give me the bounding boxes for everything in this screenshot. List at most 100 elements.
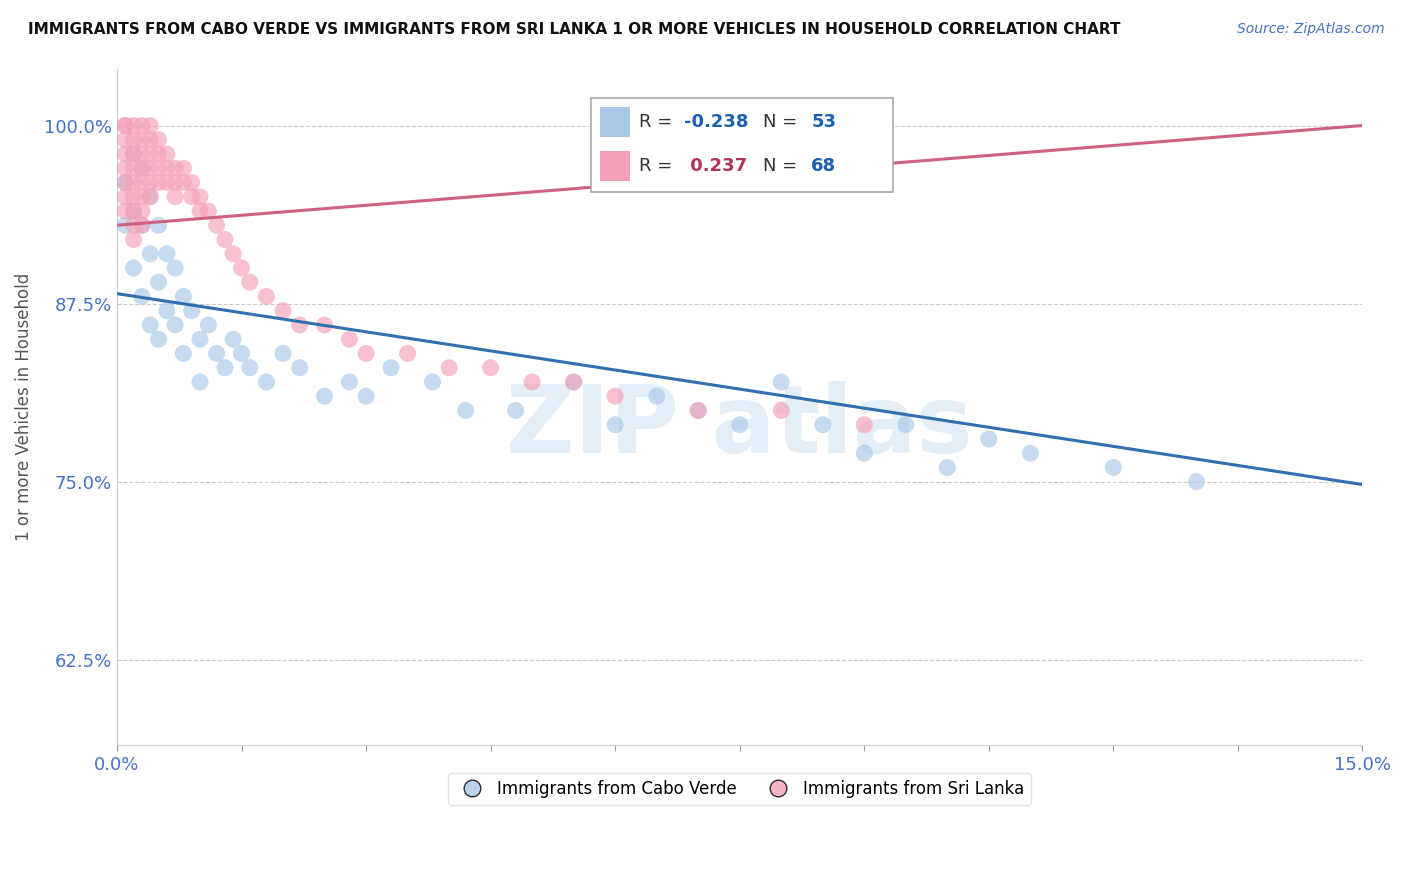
- Point: [239, 360, 262, 375]
- Point: [148, 275, 170, 289]
- Point: [288, 360, 311, 375]
- Point: [354, 389, 377, 403]
- Point: [131, 161, 153, 176]
- Text: 53: 53: [811, 113, 837, 131]
- Point: [437, 360, 460, 375]
- Text: N =: N =: [763, 157, 803, 175]
- Point: [165, 190, 187, 204]
- Point: [239, 275, 262, 289]
- Point: [122, 133, 145, 147]
- Point: [339, 375, 361, 389]
- Point: [894, 417, 917, 432]
- Point: [122, 176, 145, 190]
- Point: [214, 360, 236, 375]
- Point: [139, 176, 162, 190]
- Point: [114, 147, 136, 161]
- Point: [231, 260, 253, 275]
- Point: [422, 375, 444, 389]
- Point: [114, 219, 136, 233]
- Point: [562, 375, 585, 389]
- Point: [222, 332, 245, 346]
- Point: [122, 147, 145, 161]
- Point: [165, 260, 187, 275]
- Point: [770, 403, 793, 417]
- Point: [114, 161, 136, 176]
- Point: [1185, 475, 1208, 489]
- Point: [205, 346, 228, 360]
- Point: [254, 375, 277, 389]
- Point: [271, 303, 294, 318]
- Point: [122, 204, 145, 219]
- Point: [479, 360, 502, 375]
- Point: [156, 303, 179, 318]
- Point: [156, 246, 179, 260]
- Point: [122, 204, 145, 219]
- Point: [188, 204, 211, 219]
- Point: [131, 289, 153, 303]
- Text: 0.237: 0.237: [685, 157, 748, 175]
- Point: [131, 219, 153, 233]
- Point: [131, 190, 153, 204]
- Point: [605, 389, 627, 403]
- Point: [139, 190, 162, 204]
- Point: [148, 133, 170, 147]
- Point: [114, 176, 136, 190]
- Point: [139, 133, 162, 147]
- Point: [139, 190, 162, 204]
- Point: [139, 318, 162, 332]
- Point: [214, 232, 236, 246]
- Point: [853, 417, 876, 432]
- Point: [122, 219, 145, 233]
- Point: [131, 119, 153, 133]
- Y-axis label: 1 or more Vehicles in Household: 1 or more Vehicles in Household: [15, 273, 32, 541]
- Point: [114, 133, 136, 147]
- Point: [139, 147, 162, 161]
- Point: [1102, 460, 1125, 475]
- Point: [688, 403, 710, 417]
- Point: [131, 147, 153, 161]
- Point: [131, 133, 153, 147]
- Point: [131, 161, 153, 176]
- Point: [122, 161, 145, 176]
- Point: [728, 417, 751, 432]
- Point: [122, 119, 145, 133]
- Point: [811, 417, 834, 432]
- Text: R =: R =: [638, 157, 678, 175]
- Point: [131, 204, 153, 219]
- Point: [339, 332, 361, 346]
- Point: [188, 375, 211, 389]
- Point: [139, 119, 162, 133]
- Point: [180, 303, 202, 318]
- Point: [205, 219, 228, 233]
- Point: [505, 403, 527, 417]
- Point: [314, 318, 336, 332]
- Point: [197, 204, 219, 219]
- Point: [977, 432, 1000, 446]
- Bar: [599, 108, 630, 137]
- Point: [1019, 446, 1042, 460]
- Point: [156, 176, 179, 190]
- Point: [131, 219, 153, 233]
- Point: [122, 147, 145, 161]
- Point: [936, 460, 959, 475]
- Point: [122, 232, 145, 246]
- Point: [148, 219, 170, 233]
- Point: [188, 332, 211, 346]
- Point: [222, 246, 245, 260]
- Point: [354, 346, 377, 360]
- Point: [562, 375, 585, 389]
- FancyBboxPatch shape: [591, 98, 893, 192]
- Point: [148, 176, 170, 190]
- Point: [520, 375, 543, 389]
- Point: [122, 190, 145, 204]
- Bar: [599, 151, 630, 180]
- Point: [114, 119, 136, 133]
- Point: [605, 417, 627, 432]
- Point: [396, 346, 419, 360]
- Point: [156, 161, 179, 176]
- Text: -0.238: -0.238: [685, 113, 749, 131]
- Point: [172, 161, 194, 176]
- Text: ZIP atlas: ZIP atlas: [506, 381, 973, 474]
- Point: [114, 190, 136, 204]
- Point: [180, 190, 202, 204]
